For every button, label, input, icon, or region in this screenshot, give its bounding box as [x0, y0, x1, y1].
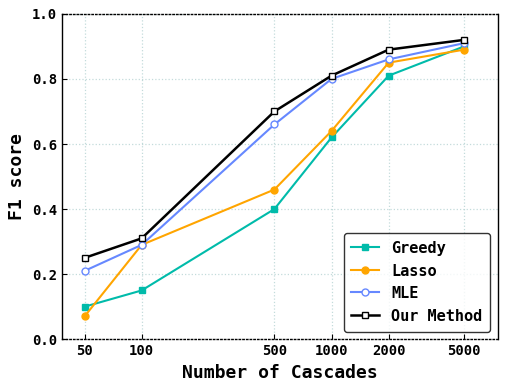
Greedy [460, 44, 466, 49]
Lasso [138, 243, 144, 247]
MLE [460, 41, 466, 46]
Legend: Greedy, Lasso, MLE, Our Method: Greedy, Lasso, MLE, Our Method [343, 233, 489, 332]
Greedy [271, 207, 277, 211]
Lasso [81, 314, 87, 319]
MLE [81, 269, 87, 273]
Line: MLE: MLE [81, 40, 467, 275]
Line: Greedy: Greedy [81, 43, 467, 310]
Greedy [328, 135, 334, 140]
Line: Our Method: Our Method [81, 36, 467, 261]
Greedy [81, 304, 87, 309]
Line: Lasso: Lasso [81, 46, 467, 320]
Greedy [138, 288, 144, 293]
Our Method [138, 236, 144, 241]
Our Method [328, 73, 334, 78]
Our Method [271, 109, 277, 114]
X-axis label: Number of Cascades: Number of Cascades [181, 363, 377, 382]
Lasso [328, 129, 334, 133]
Our Method [81, 255, 87, 260]
Lasso [271, 187, 277, 192]
Y-axis label: F1 score: F1 score [8, 133, 26, 220]
MLE [385, 57, 391, 62]
Lasso [460, 47, 466, 52]
MLE [271, 122, 277, 127]
Our Method [385, 47, 391, 52]
MLE [138, 243, 144, 247]
Lasso [385, 60, 391, 65]
MLE [328, 76, 334, 81]
Our Method [460, 37, 466, 42]
Greedy [385, 73, 391, 78]
